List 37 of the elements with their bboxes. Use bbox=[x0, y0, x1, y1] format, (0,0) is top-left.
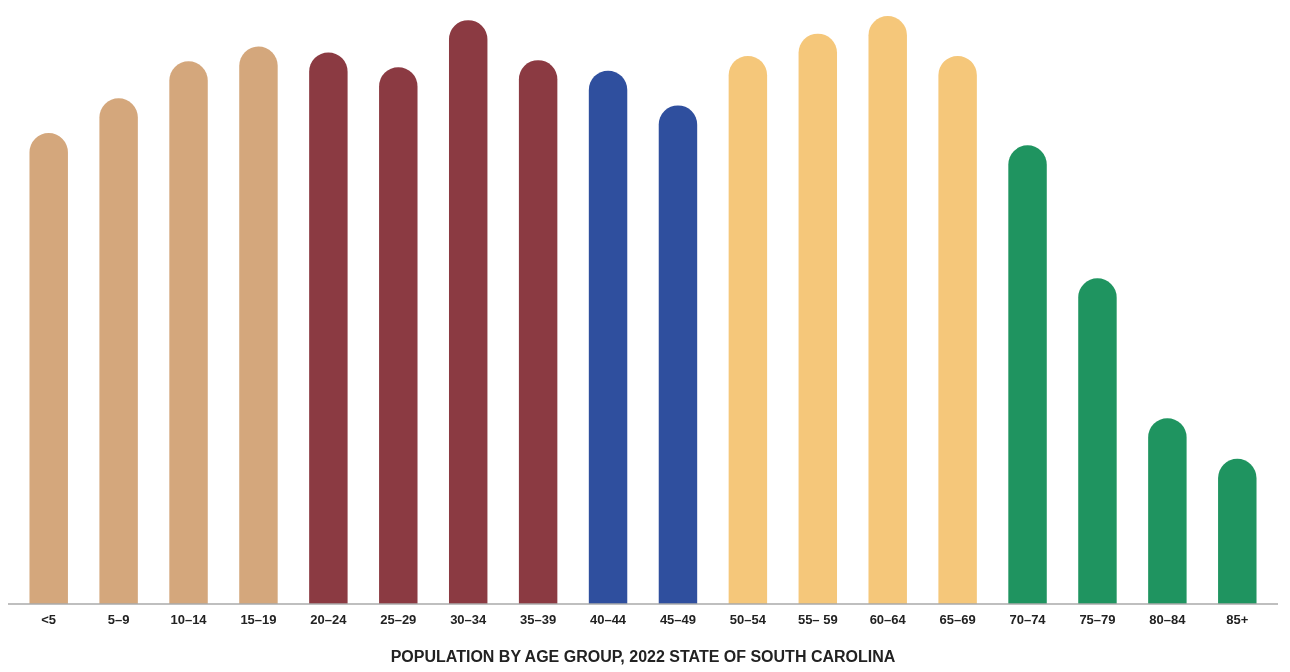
x-tick-label: 30–34 bbox=[450, 612, 488, 627]
bar bbox=[798, 33, 838, 604]
x-tick-label: 60–64 bbox=[869, 612, 907, 627]
x-tick-label: 45–49 bbox=[659, 612, 697, 627]
bar bbox=[99, 98, 138, 604]
x-tick-label: 65–69 bbox=[939, 612, 976, 627]
x-tick-label: 25–29 bbox=[380, 612, 417, 627]
bar bbox=[239, 46, 278, 604]
bar bbox=[868, 16, 907, 604]
x-tick-label: 55– 59 bbox=[797, 612, 838, 627]
x-tick-label: 5–9 bbox=[107, 612, 130, 627]
x-tick-label: 75–79 bbox=[1079, 612, 1116, 627]
bar bbox=[29, 133, 68, 604]
x-tick-label: 20–24 bbox=[310, 612, 348, 627]
x-tick-label: 50–54 bbox=[729, 612, 767, 627]
bar bbox=[309, 52, 348, 604]
x-tick-label: <5 bbox=[41, 612, 57, 627]
text: POPULATION BY AGE GROUP, 2022 STATE OF SOUTH CAROLINA bbox=[390, 648, 896, 665]
bar bbox=[1218, 458, 1257, 604]
bar bbox=[658, 105, 698, 604]
bar bbox=[938, 56, 977, 604]
x-tick-label: 85+ bbox=[1226, 612, 1249, 627]
bar bbox=[169, 61, 208, 604]
x-tick-label: 35–39 bbox=[520, 612, 557, 627]
x-tick-label: 70–74 bbox=[1009, 612, 1047, 627]
bar bbox=[1078, 278, 1117, 604]
bar bbox=[1008, 145, 1047, 604]
bar bbox=[379, 67, 418, 604]
bar bbox=[448, 20, 488, 604]
bar bbox=[518, 60, 558, 604]
bar bbox=[728, 56, 768, 604]
x-tick-label: 80–84 bbox=[1149, 612, 1187, 627]
bar bbox=[1148, 418, 1187, 604]
x-tick-label: 40–44 bbox=[589, 612, 627, 627]
bar bbox=[588, 70, 628, 604]
x-tick-label: 10–14 bbox=[170, 612, 208, 627]
x-tick-label: 15–19 bbox=[240, 612, 277, 627]
